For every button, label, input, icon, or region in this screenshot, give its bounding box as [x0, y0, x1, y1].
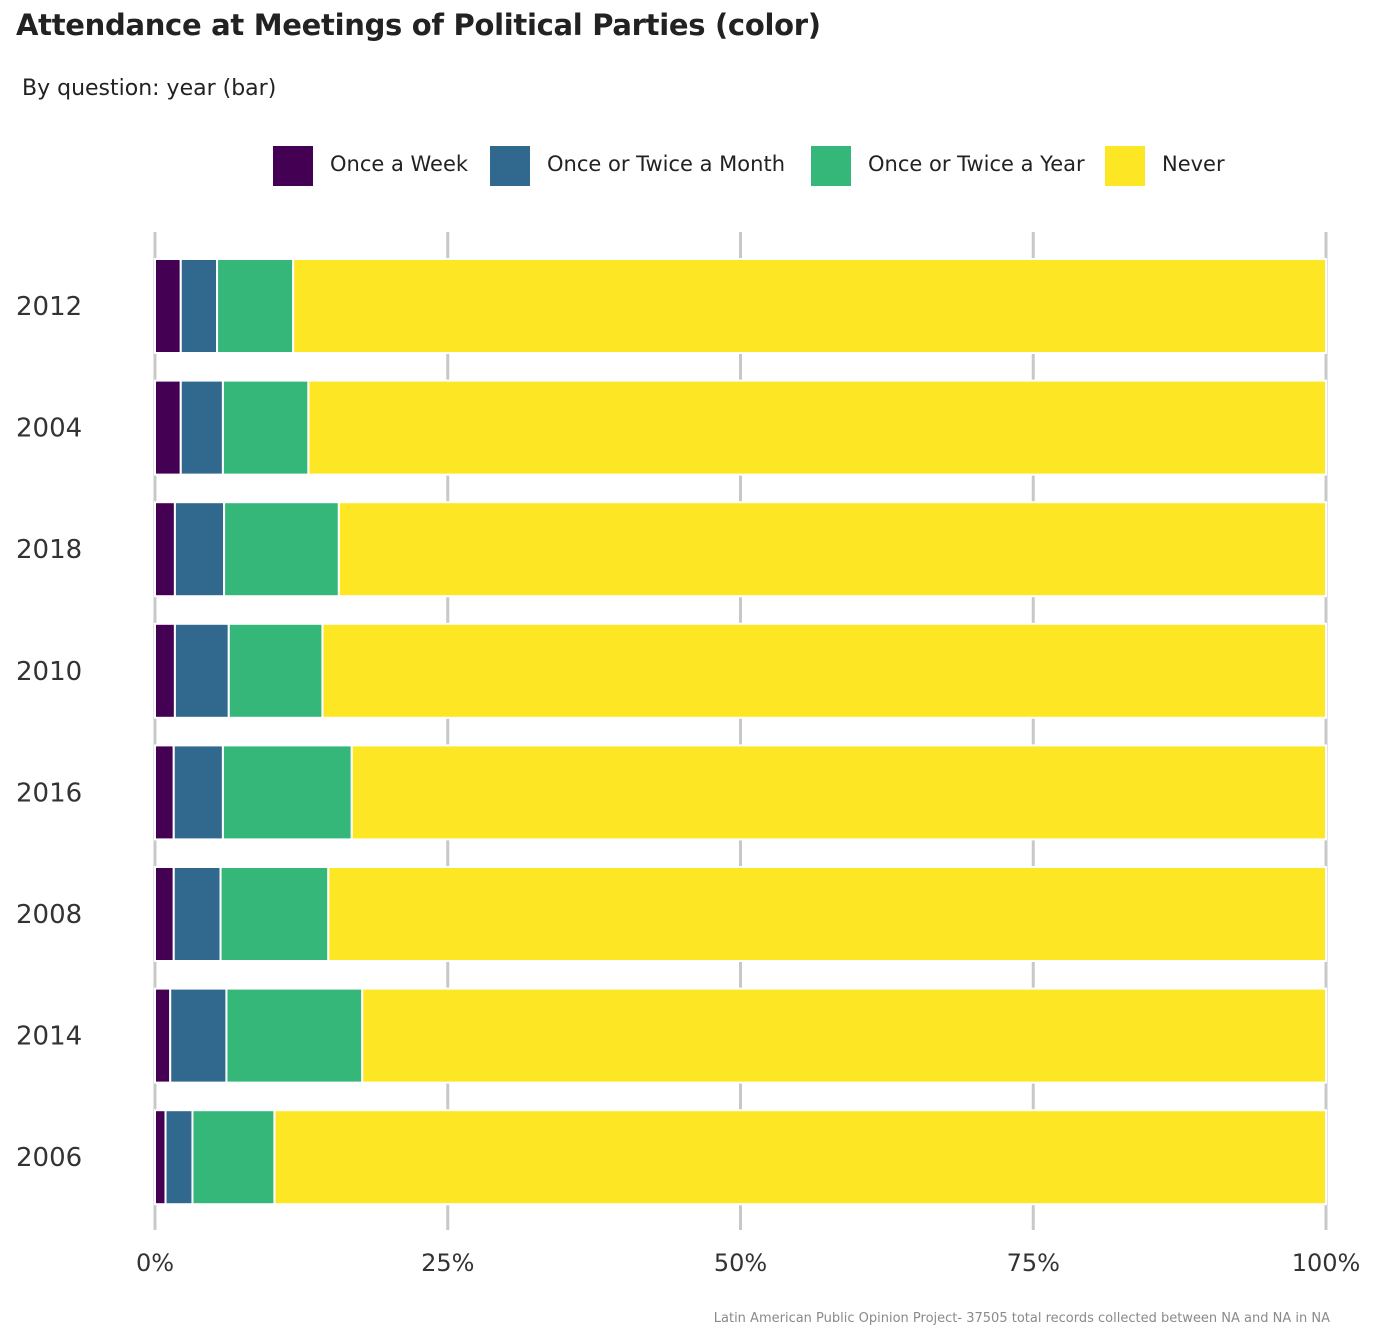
bar-segment [223, 501, 340, 598]
legend-swatch [1105, 146, 1145, 186]
bar-segment [154, 744, 175, 841]
bar-segment [173, 622, 230, 719]
legend-swatch [273, 146, 313, 186]
x-tick-label: 100% [1292, 1249, 1361, 1277]
bar-segment [361, 987, 1327, 1084]
legend-label: Once a Week [330, 152, 469, 176]
bar-segment [350, 744, 1327, 841]
y-tick-label: 2004 [16, 414, 82, 444]
bar-segment [179, 258, 219, 354]
chart-subtitle: By question: year (bar) [22, 76, 277, 101]
x-tick-label: 75% [1007, 1249, 1060, 1277]
y-tick-label: 2006 [16, 1143, 82, 1173]
bar-segment [154, 987, 172, 1084]
y-tick-label: 2012 [16, 292, 82, 322]
y-tick-label: 2016 [16, 778, 82, 808]
bar-segment [273, 1109, 1327, 1206]
bars [154, 258, 1328, 1206]
bar-segment [172, 744, 224, 841]
bar-segment [337, 501, 1327, 598]
bar-segment [327, 866, 1328, 962]
bar-segment [321, 622, 1327, 719]
bar-segment [221, 744, 353, 841]
chart-caption: Latin American Public Opinion Project- 3… [713, 1311, 1330, 1326]
bar-segment [292, 258, 1328, 354]
bar-segment [154, 379, 182, 476]
bar-segment [169, 987, 228, 1084]
x-axis-labels: 0% 25% 50% 75% 100% [136, 1249, 1360, 1277]
bar-segment [154, 1109, 167, 1206]
bar-segment [154, 622, 176, 719]
x-tick-label: 0% [136, 1249, 174, 1277]
bar-segment [219, 866, 330, 962]
legend-label: Once or Twice a Month [547, 152, 786, 176]
x-tick-label: 50% [714, 1249, 767, 1277]
bar-segment [221, 379, 310, 476]
chart-title: Attendance at Meetings of Political Part… [16, 8, 821, 42]
y-axis-labels: 2012 2004 2018 2010 2016 2008 2014 2006 [16, 292, 82, 1173]
legend-swatch [490, 146, 530, 186]
bar-segment [154, 258, 182, 354]
bar-segment [164, 1109, 194, 1206]
bar-segment [172, 866, 222, 962]
bar-segment [173, 501, 226, 598]
y-tick-label: 2008 [16, 900, 82, 930]
bar-segment [191, 1109, 276, 1206]
y-tick-label: 2014 [16, 1022, 82, 1052]
legend-label: Once or Twice a Year [868, 152, 1085, 176]
bar-chart-plot: 2012 2004 2018 2010 2016 2008 2014 2006 0% 25% 50… [16, 232, 1360, 1277]
x-tick-label: 25% [421, 1249, 474, 1277]
legend: Once a Week Once or Twice a Month Once o… [0, 140, 1400, 192]
y-tick-label: 2018 [16, 535, 82, 565]
bar-segment [154, 501, 176, 598]
legend-label: Never [1162, 152, 1225, 176]
bar-segment [227, 622, 324, 719]
bar-segment [307, 379, 1327, 476]
bar-segment [179, 379, 224, 476]
y-tick-label: 2010 [16, 657, 82, 687]
legend-swatch [811, 146, 851, 186]
bar-segment [154, 866, 175, 962]
bar-segment [225, 987, 364, 1084]
bar-segment [216, 258, 295, 354]
